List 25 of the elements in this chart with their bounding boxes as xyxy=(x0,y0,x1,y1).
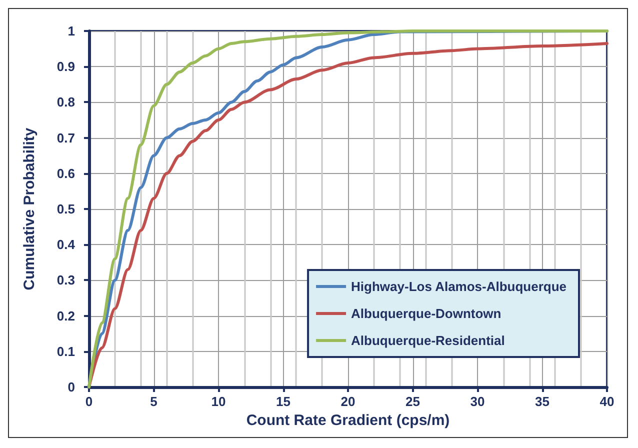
x-tick-label: 40 xyxy=(600,394,614,409)
y-axis-title: Cumulative Probability xyxy=(21,127,38,290)
x-tick-label: 5 xyxy=(150,394,158,409)
x-tick-label: 35 xyxy=(535,394,550,409)
y-tick-label: 0.3 xyxy=(56,272,75,288)
x-tick-label: 20 xyxy=(340,394,356,409)
y-tick-label: 0.4 xyxy=(56,237,76,252)
y-tick-label: 0.5 xyxy=(56,202,75,216)
legend-label: Highway-Los Alamos-Albuquerque xyxy=(351,279,567,294)
y-tick-label: 0.2 xyxy=(56,308,75,324)
x-tick-label: 15 xyxy=(276,394,290,409)
x-tick-label: 0 xyxy=(85,394,93,409)
x-tick-label: 30 xyxy=(470,394,485,409)
y-tick-label: 0.6 xyxy=(56,166,75,181)
y-tick-label: 0.9 xyxy=(56,59,75,74)
x-tick-label: 25 xyxy=(406,394,420,409)
legend-label: Albuquerque-Residential xyxy=(351,333,505,348)
y-tick-label: 1 xyxy=(68,24,75,38)
legend-label: Albuquerque-Downtown xyxy=(351,306,502,321)
y-tick-label: 0 xyxy=(68,380,75,394)
x-axis-title: Count Rate Gradient (cps/m) xyxy=(246,412,450,429)
y-tick-label: 0.8 xyxy=(56,94,75,110)
y-tick-label: 0.7 xyxy=(56,130,75,146)
y-tick-label: 0.1 xyxy=(56,344,75,359)
x-tick-label: 10 xyxy=(211,394,226,409)
